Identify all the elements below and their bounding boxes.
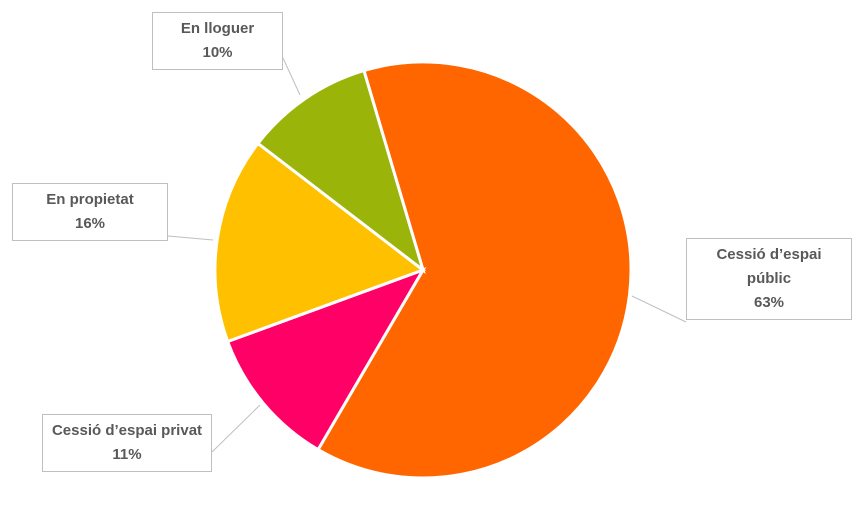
slice: [225, 267, 427, 452]
value-label: 16%: [74, 215, 106, 232]
slice: [255, 68, 426, 275]
value-label: 10%: [202, 44, 233, 61]
slice: [316, 60, 633, 480]
data-label: Cessió d’espai públic 63%: [686, 238, 852, 320]
category-name: Cessió d’espai públic: [716, 246, 822, 287]
leader-lines: [167, 57, 687, 453]
slice: [213, 141, 427, 344]
leader-line: [211, 404, 261, 453]
leader-line: [631, 295, 687, 323]
category-name: En propietat: [46, 191, 134, 208]
category-name: En lloguer: [180, 20, 255, 37]
slices: [213, 60, 633, 480]
data-label: En lloguer 10%: [152, 12, 283, 70]
leader-line: [282, 57, 301, 96]
value-label: 11%: [112, 446, 142, 463]
leader-line: [167, 235, 214, 241]
value-label: 63%: [753, 294, 785, 311]
data-label: En propietat 16%: [12, 183, 168, 241]
data-label: Cessió d’espai privat 11%: [42, 414, 212, 472]
category-name: Cessió d’espai privat: [51, 422, 203, 439]
